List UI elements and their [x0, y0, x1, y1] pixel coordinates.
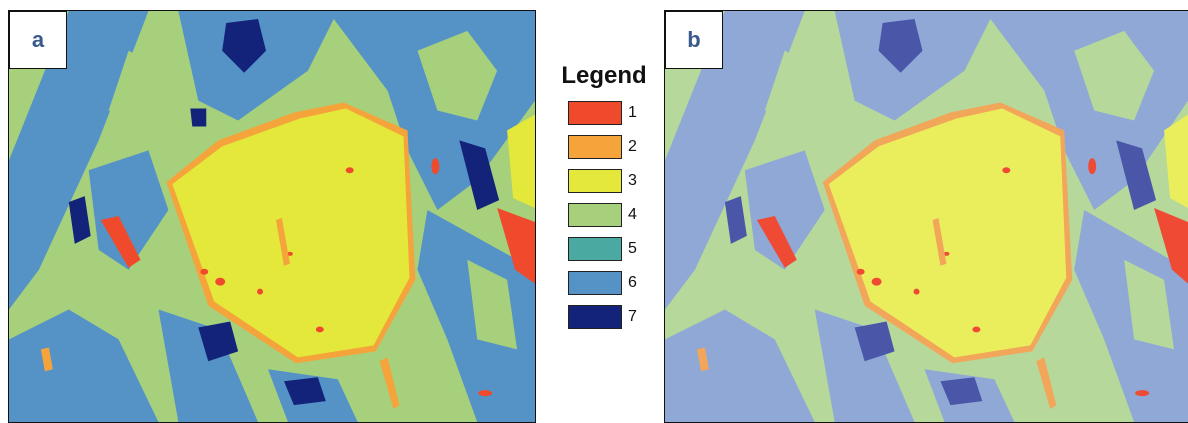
- legend-swatch-6: [568, 271, 622, 295]
- legend-item-3: 3: [568, 164, 660, 198]
- legend-item-6: 6: [568, 266, 660, 300]
- legend-label-4: 4: [628, 206, 637, 223]
- legend-title: Legend: [561, 62, 647, 89]
- legend-label-7: 7: [628, 308, 637, 325]
- phase-map-a: a: [8, 10, 536, 423]
- panel-label-a: a: [9, 11, 67, 69]
- legend: Legend 1 2 3 4 5 6 7: [548, 62, 660, 334]
- legend-label-6: 6: [628, 274, 637, 291]
- legend-item-7: 7: [568, 300, 660, 334]
- legend-items: 1 2 3 4 5 6 7: [548, 96, 660, 334]
- phase-map-image-a: [9, 11, 535, 422]
- legend-item-4: 4: [568, 198, 660, 232]
- legend-swatch-2: [568, 135, 622, 159]
- legend-label-1: 1: [628, 104, 637, 121]
- legend-swatch-5: [568, 237, 622, 261]
- legend-swatch-4: [568, 203, 622, 227]
- legend-label-2: 2: [628, 138, 637, 155]
- legend-label-5: 5: [628, 240, 637, 257]
- legend-item-5: 5: [568, 232, 660, 266]
- phase-map-image-b: [665, 11, 1188, 422]
- legend-swatch-7: [568, 305, 622, 329]
- legend-label-3: 3: [628, 172, 637, 189]
- legend-swatch-1: [568, 101, 622, 125]
- panel-label-b: b: [665, 11, 723, 69]
- phase-map-b: b: [664, 10, 1188, 423]
- legend-item-1: 1: [568, 96, 660, 130]
- legend-item-2: 2: [568, 130, 660, 164]
- legend-swatch-3: [568, 169, 622, 193]
